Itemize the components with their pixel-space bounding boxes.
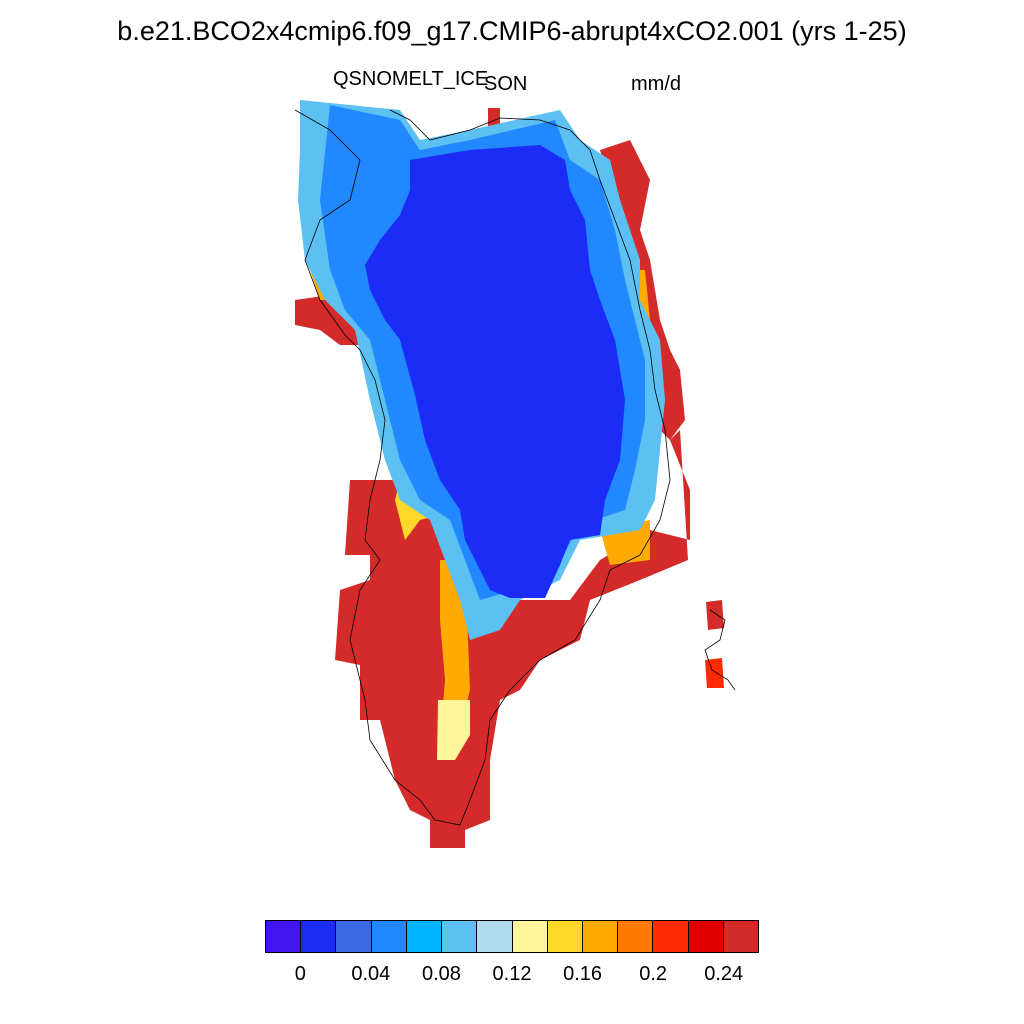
colorbar-tick-label: 0.2: [639, 963, 668, 985]
field-margin-paleyellow-sw: [437, 700, 470, 760]
colorbar-tick-label: 0.24: [704, 963, 744, 985]
colorbar-swatch: [512, 921, 548, 952]
field-interior-low-melt: [365, 145, 625, 598]
colorbar-swatch: [477, 921, 513, 952]
colorbar-swatch: [688, 921, 724, 952]
colorbar-tick-label: 0.16: [563, 963, 603, 985]
colorbar-swatch: [371, 921, 407, 952]
colorbar-tick-label: 0: [294, 963, 306, 985]
season-label: SON: [484, 73, 528, 95]
island-outline: [704, 609, 736, 691]
colorbar-swatch: [618, 921, 654, 952]
colorbar-swatch: [582, 921, 619, 952]
field-high-melt-south: [335, 430, 690, 848]
colorbar-swatch: [547, 921, 583, 952]
colorbar-swatch: [653, 921, 689, 952]
coastline-layer: [294, 109, 736, 826]
units-label: mm/d: [631, 73, 681, 95]
colorbar-tick-label: 0.04: [351, 963, 391, 985]
colorbar: [265, 920, 759, 953]
field-island-patch-1: [706, 600, 724, 630]
variable-label: QSNOMELT_ICE: [333, 68, 489, 90]
colorbar-tick-label: 0.12: [492, 963, 532, 985]
map-title: b.e21.BCO2x4cmip6.f09_g17.CMIP6-abrupt4x…: [117, 16, 907, 46]
coastline-outline: [294, 109, 671, 826]
colorbar-swatch: [442, 921, 478, 952]
colorbar-swatch: [301, 921, 337, 952]
field-layer: [295, 100, 724, 848]
colorbar-swatch: [336, 921, 372, 952]
colorbar-swatch: [266, 921, 302, 952]
colorbar-tick-label: 0.08: [421, 963, 461, 985]
colorbar-swatch: [723, 921, 759, 952]
field-island-patch-2: [705, 658, 724, 688]
colorbar-swatch: [406, 921, 443, 952]
